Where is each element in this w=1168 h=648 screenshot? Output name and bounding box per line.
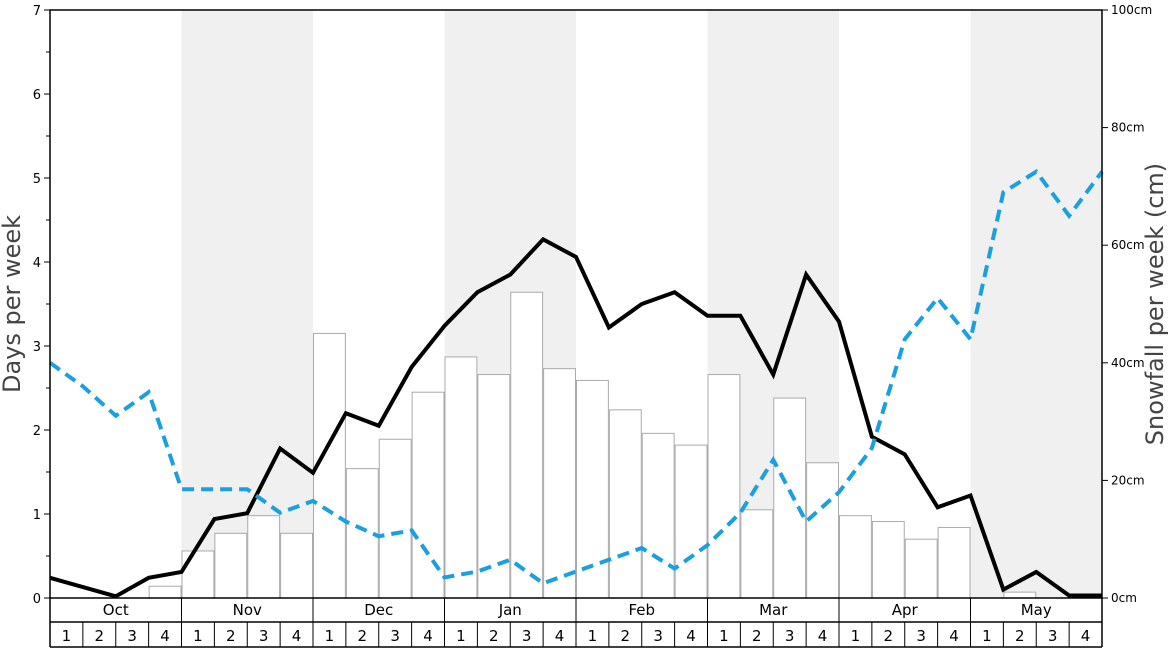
- week-label: 4: [160, 627, 170, 645]
- left-tick-label: 7: [33, 4, 41, 19]
- week-label: 4: [818, 627, 828, 645]
- month-label-feb: Feb: [628, 601, 655, 619]
- week-label: 1: [982, 627, 992, 645]
- right-tick-label: 100cm: [1111, 3, 1152, 17]
- week-label: 4: [555, 627, 565, 645]
- snowfall-bar: [904, 538, 938, 599]
- snowfall-bar: [937, 526, 971, 599]
- snowfall-bar: [674, 444, 708, 599]
- snowfall-bar: [608, 409, 642, 599]
- snowfall-bar: [378, 438, 412, 599]
- left-tick-label: 5: [33, 172, 41, 187]
- week-label: 4: [949, 627, 959, 645]
- snowfall-bars: [148, 291, 1037, 599]
- snowfall-bar: [280, 532, 313, 599]
- snowfall-bar: [444, 356, 478, 599]
- right-tick-label: 60cm: [1111, 238, 1145, 252]
- month-band-may: [970, 10, 1102, 598]
- month-label-may: May: [1021, 601, 1052, 619]
- week-label: 3: [522, 627, 532, 645]
- right-axis-title: Snowfall per week (cm): [1141, 163, 1168, 445]
- month-label-mar: Mar: [759, 601, 788, 619]
- right-tick-label: 40cm: [1111, 356, 1145, 370]
- week-label: 4: [292, 627, 302, 645]
- week-label: 2: [489, 627, 499, 645]
- snowfall-bar: [510, 291, 544, 599]
- snow-days-line: [49, 236, 1102, 599]
- week-label: 3: [1048, 627, 1058, 645]
- snow-depth-line: [48, 169, 1104, 586]
- month-label-dec: Dec: [364, 601, 393, 619]
- left-tick-label: 3: [33, 340, 41, 355]
- week-label: 4: [1081, 627, 1091, 645]
- snowfall-bar: [839, 515, 872, 599]
- snowfall-bar: [1003, 591, 1037, 599]
- snowfall-bar: [181, 550, 215, 599]
- week-label: 1: [719, 627, 729, 645]
- snowfall-bar: [411, 391, 445, 599]
- right-tick-label: 20cm: [1111, 473, 1145, 487]
- week-label: 2: [1015, 627, 1025, 645]
- week-label: 3: [916, 627, 926, 645]
- snowfall-bar: [740, 509, 774, 599]
- week-label: 1: [62, 627, 72, 645]
- week-label: 1: [851, 627, 861, 645]
- snowfall-bar: [806, 462, 839, 599]
- month-label-jan: Jan: [498, 601, 522, 619]
- left-tick-label: 4: [33, 256, 41, 271]
- week-label: 2: [752, 627, 762, 645]
- right-tick-label: 0cm: [1111, 591, 1137, 605]
- week-label: 3: [390, 627, 400, 645]
- week-label: 3: [127, 627, 137, 645]
- snowfall-bar: [148, 585, 182, 599]
- right-axis: 0cm 20cm 40cm 60cm 80cm 100cm: [1102, 3, 1152, 605]
- left-tick-label: 1: [33, 508, 41, 523]
- week-label: 2: [226, 627, 236, 645]
- week-label: 1: [456, 627, 466, 645]
- snowfall-bar: [871, 521, 905, 599]
- left-tick-label: 6: [33, 88, 41, 103]
- month-label-apr: Apr: [892, 601, 919, 619]
- series-lines: [48, 169, 1104, 599]
- left-tick-label: 2: [33, 424, 41, 439]
- week-label: 2: [884, 627, 894, 645]
- x-axis-month-week: Oct 1 2 3 4 Nov 1 2 3 4 Dec 1 2 3 4 Jan 1 2 3 4 Feb 1 2 3 4 Mar 1 2…: [49, 598, 1103, 648]
- snowfall-bar: [773, 397, 807, 599]
- week-label: 1: [193, 627, 203, 645]
- snowfall-bar: [345, 468, 379, 599]
- month-band-nov: [181, 10, 313, 598]
- right-tick-label: 80cm: [1111, 121, 1145, 135]
- snowfall-bar: [543, 368, 576, 599]
- snowfall-bar: [214, 532, 248, 599]
- month-label-nov: Nov: [233, 601, 262, 619]
- week-label: 4: [423, 627, 433, 645]
- week-label: 2: [95, 627, 105, 645]
- week-label: 1: [325, 627, 335, 645]
- week-label: 3: [653, 627, 663, 645]
- week-label: 2: [358, 627, 368, 645]
- left-axis-title: Days per week: [0, 215, 26, 393]
- snowfall-bar: [707, 374, 741, 599]
- left-tick-label: 0: [33, 592, 41, 607]
- snowfall-bar: [247, 515, 281, 599]
- week-label: 2: [621, 627, 631, 645]
- snowfall-bar: [477, 374, 511, 599]
- week-label: 3: [259, 627, 269, 645]
- left-axis: 0 1 2 3 4 5 6 7: [33, 4, 50, 607]
- week-label: 4: [686, 627, 696, 645]
- month-label-oct: Oct: [103, 601, 129, 619]
- week-label: 3: [785, 627, 795, 645]
- week-label: 1: [588, 627, 598, 645]
- snowfall-bar: [641, 432, 675, 599]
